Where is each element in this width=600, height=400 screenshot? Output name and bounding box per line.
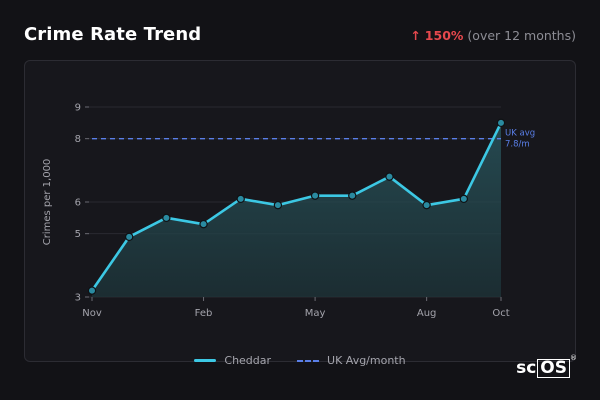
y-tick-label: 9 bbox=[75, 103, 81, 114]
legend-reference-label: UK Avg/month bbox=[327, 354, 406, 367]
x-tick-label: Nov bbox=[82, 308, 102, 319]
reference-annotation-line2: 7.8/m bbox=[505, 140, 530, 150]
x-tick-label: Oct bbox=[492, 308, 509, 319]
legend-dashed-line-icon bbox=[297, 359, 320, 362]
data-point bbox=[124, 232, 134, 242]
y-tick-label: 5 bbox=[75, 229, 81, 240]
chart-card: UK avg 7.8/m 3 5 6 8 9 Nov Feb May Aug Oct Crimes … bbox=[24, 60, 576, 362]
y-axis-title: Crimes per 1,000 bbox=[42, 159, 53, 246]
data-point bbox=[310, 191, 320, 200]
legend-item-series[interactable]: Cheddar bbox=[194, 354, 271, 367]
data-point bbox=[385, 172, 394, 181]
registered-mark-icon: ® bbox=[570, 354, 577, 362]
reference-annotation-line1: UK avg bbox=[505, 129, 535, 139]
data-point bbox=[162, 213, 171, 223]
legend-series-label: Cheddar bbox=[224, 354, 272, 367]
y-tick-label: 6 bbox=[75, 198, 81, 209]
series-area-fill bbox=[92, 122, 501, 297]
data-point bbox=[273, 200, 283, 210]
data-point bbox=[496, 118, 506, 128]
logo-text-prefix: sc bbox=[516, 358, 537, 378]
series-line bbox=[90, 122, 503, 292]
change-period: (over 12 months) bbox=[467, 28, 576, 43]
y-tick-label: 3 bbox=[75, 293, 81, 304]
x-tick-label: Feb bbox=[195, 308, 213, 319]
data-point bbox=[199, 219, 208, 229]
data-point bbox=[87, 286, 97, 295]
data-point bbox=[422, 200, 431, 210]
x-tick-label: May bbox=[305, 308, 326, 319]
legend-solid-line-icon bbox=[194, 359, 217, 362]
data-point bbox=[236, 194, 245, 204]
legend: Cheddar UK Avg/month bbox=[0, 354, 600, 367]
trend-up-icon: ↑ bbox=[410, 28, 421, 43]
data-point bbox=[459, 194, 469, 204]
change-value: 150% bbox=[424, 28, 464, 43]
page-title: Crime Rate Trend bbox=[24, 24, 202, 45]
brand-logo: sc OS ® bbox=[516, 354, 577, 378]
change-stat: ↑ 150% (over 12 months) bbox=[410, 28, 576, 43]
logo-text-boxed: OS bbox=[537, 358, 570, 378]
legend-item-reference[interactable]: UK Avg/month bbox=[297, 354, 406, 367]
x-tick-label: Aug bbox=[417, 308, 437, 319]
data-point bbox=[348, 191, 357, 200]
y-tick-label: 8 bbox=[75, 134, 81, 145]
